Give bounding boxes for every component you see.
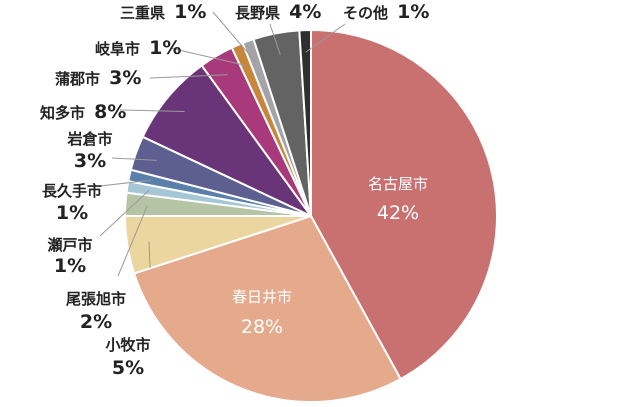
pie-slices bbox=[123, 28, 498, 403]
slice-label-komaki: 小牧市 bbox=[105, 336, 150, 354]
pie-slice bbox=[298, 28, 312, 217]
leader-line bbox=[99, 189, 150, 237]
leader-line bbox=[117, 205, 148, 277]
slice-label-iwakura: 岩倉市 bbox=[66, 130, 112, 148]
leader-line bbox=[148, 241, 151, 269]
leader-line bbox=[269, 23, 281, 56]
leader-line bbox=[169, 47, 247, 66]
slice-value-owariasahi: 2% bbox=[80, 311, 112, 333]
slice-label-owariasahi: 尾張旭市 bbox=[66, 290, 126, 308]
pie-slice bbox=[141, 64, 312, 217]
slice-label-other: その他 1% bbox=[343, 1, 429, 23]
slice-label-nagakute: 長久手市 bbox=[42, 182, 102, 200]
slice-value-nagoya: 42% bbox=[377, 202, 419, 224]
slice-value-komaki: 5% bbox=[112, 357, 144, 379]
leader-line bbox=[212, 11, 256, 63]
slice-label-kasugai: 春日井市 bbox=[232, 288, 292, 306]
slice-value-kasugai: 28% bbox=[241, 316, 283, 338]
slice-label-seto: 瀬戸市 bbox=[47, 236, 92, 254]
leader-lines bbox=[99, 11, 346, 277]
slice-value-seto: 1% bbox=[54, 255, 86, 277]
slice-label-nagoya: 名古屋市 bbox=[368, 175, 428, 193]
leader-line bbox=[149, 74, 228, 79]
pie-slice bbox=[132, 214, 402, 403]
leader-line bbox=[111, 157, 157, 161]
slice-label-chita: 知多市 8% bbox=[40, 101, 126, 123]
slice-label-gifu: 岐阜市 1% bbox=[95, 37, 181, 59]
slice-label-nagano: 長野県 4% bbox=[235, 1, 321, 23]
slice-label-gamagori: 蒲郡市 3% bbox=[55, 67, 141, 89]
slice-value-iwakura: 3% bbox=[74, 150, 106, 172]
leader-line bbox=[119, 109, 185, 112]
slice-value-nagakute: 1% bbox=[56, 202, 88, 224]
slice-label-mie: 三重県 1% bbox=[120, 1, 206, 23]
pie-slice bbox=[310, 28, 498, 381]
leader-line bbox=[99, 179, 151, 187]
leader-line bbox=[305, 23, 346, 53]
